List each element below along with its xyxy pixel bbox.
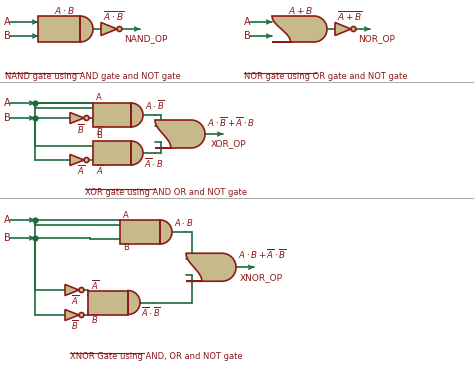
Polygon shape [80, 16, 93, 42]
Text: B: B [123, 243, 129, 253]
Text: $\overline{B}$: $\overline{B}$ [77, 122, 85, 136]
Text: $A \cdot \overline{B} + \overline{A} \cdot B$: $A \cdot \overline{B} + \overline{A} \cd… [207, 115, 255, 129]
Circle shape [84, 115, 89, 120]
Text: A: A [4, 98, 10, 108]
Text: NAND gate using AND gate and NOT gate: NAND gate using AND gate and NOT gate [5, 72, 181, 81]
Circle shape [84, 157, 89, 163]
Polygon shape [186, 253, 236, 281]
Polygon shape [128, 290, 140, 314]
Text: XOR_OP: XOR_OP [211, 139, 246, 149]
Text: $\overline{A}$: $\overline{A}$ [71, 293, 79, 307]
Text: XOR gate using AND OR and NOT gate: XOR gate using AND OR and NOT gate [85, 188, 247, 197]
Text: $A \cdot B + \overline{A} \cdot \overline{B}$: $A \cdot B + \overline{A} \cdot \overlin… [238, 247, 287, 261]
Circle shape [117, 27, 122, 32]
Circle shape [79, 312, 84, 317]
Circle shape [79, 288, 84, 293]
Text: $A \cdot B$: $A \cdot B$ [174, 216, 193, 227]
Polygon shape [131, 141, 143, 165]
Text: A: A [96, 93, 102, 102]
Polygon shape [70, 155, 84, 165]
Text: A: A [244, 17, 251, 27]
Text: $\overline{A}$: $\overline{A}$ [96, 163, 104, 177]
Text: $\overline{A \cdot B}$: $\overline{A \cdot B}$ [103, 9, 124, 23]
Text: A: A [4, 17, 10, 27]
Text: $\overline{A}$: $\overline{A}$ [91, 279, 99, 293]
Text: B: B [4, 31, 11, 41]
Polygon shape [88, 290, 128, 314]
Text: $A \cdot B$: $A \cdot B$ [54, 5, 74, 16]
Text: $\overline{B}$: $\overline{B}$ [96, 124, 104, 138]
Text: NOR_OP: NOR_OP [358, 35, 395, 43]
Polygon shape [335, 22, 351, 35]
Polygon shape [120, 220, 160, 244]
Circle shape [351, 27, 356, 32]
Polygon shape [272, 16, 327, 42]
Polygon shape [65, 285, 79, 296]
Polygon shape [101, 22, 117, 35]
Text: NOR gate using OR gate and NOT gate: NOR gate using OR gate and NOT gate [244, 72, 408, 81]
Text: $A+B$: $A+B$ [288, 5, 313, 16]
Text: B: B [4, 113, 11, 123]
Text: $\overline{A} \cdot B$: $\overline{A} \cdot B$ [144, 156, 164, 170]
Polygon shape [93, 141, 131, 165]
Text: XNOR Gate using AND, OR and NOT gate: XNOR Gate using AND, OR and NOT gate [70, 352, 243, 361]
Polygon shape [70, 112, 84, 123]
Text: NAND_OP: NAND_OP [124, 35, 167, 43]
Text: XNOR_OP: XNOR_OP [240, 273, 283, 282]
Text: $\overline{A+B}$: $\overline{A+B}$ [337, 9, 363, 23]
Polygon shape [38, 16, 80, 42]
Text: B: B [4, 233, 11, 243]
Text: A: A [123, 210, 129, 219]
Polygon shape [131, 103, 143, 127]
Text: B: B [96, 131, 102, 141]
Polygon shape [160, 220, 172, 244]
Text: $\overline{A}$: $\overline{A}$ [77, 163, 85, 177]
Polygon shape [93, 103, 131, 127]
Text: $\overline{B}$: $\overline{B}$ [71, 318, 79, 332]
Text: B: B [244, 31, 251, 41]
Text: A: A [4, 215, 10, 225]
Text: $\overline{A} \cdot \overline{B}$: $\overline{A} \cdot \overline{B}$ [141, 306, 161, 320]
Polygon shape [155, 120, 205, 148]
Polygon shape [65, 309, 79, 320]
Text: $A \cdot \overline{B}$: $A \cdot \overline{B}$ [145, 98, 165, 112]
Text: $\overline{B}$: $\overline{B}$ [91, 312, 99, 327]
